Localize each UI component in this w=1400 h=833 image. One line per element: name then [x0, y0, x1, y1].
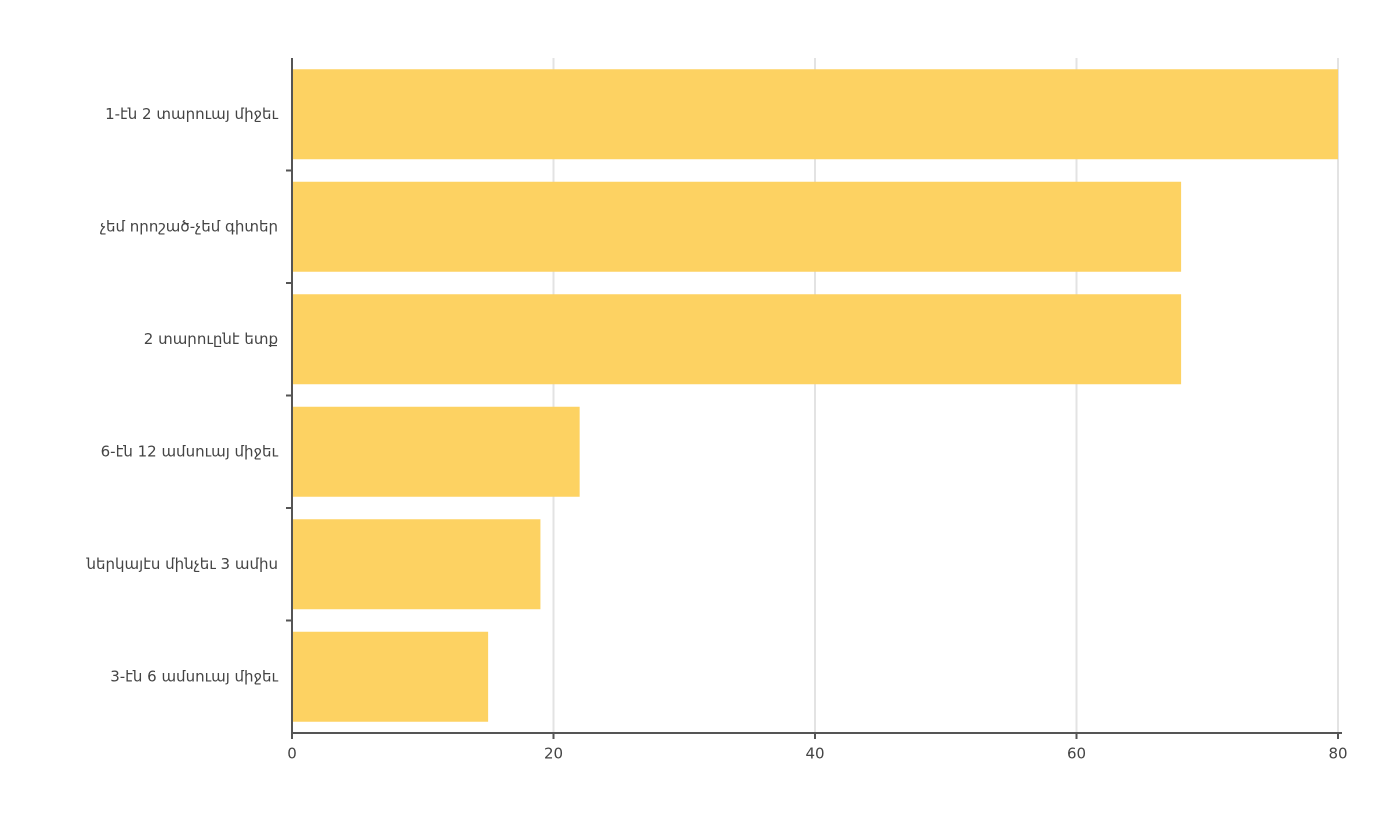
y-tick-label: 6-էն 12 ամսուայ միջեւ	[101, 442, 279, 460]
x-tick-label: 40	[805, 745, 824, 763]
bar	[292, 69, 1338, 160]
x-tick-label: 0	[287, 745, 297, 763]
bar	[292, 519, 541, 610]
bar	[292, 294, 1182, 385]
bar	[292, 406, 580, 497]
y-tick-label: ներկայէս մինչեւ 3 ամիս	[85, 555, 278, 573]
bar	[292, 631, 489, 722]
x-tick-label: 20	[544, 745, 563, 763]
y-tick-label: 1-էն 2 տարուայ միջեւ	[105, 105, 278, 123]
x-tick-label: 80	[1328, 745, 1347, 763]
y-tick-label: 3-էն 6 ամսուայ միջեւ	[110, 667, 278, 685]
bar	[292, 181, 1182, 272]
y-tick-label: 2 տարուընէ ետք	[144, 330, 278, 348]
x-tick-label: 60	[1067, 745, 1086, 763]
y-tick-label: չեմ որոշած-չեմ գիտեր	[100, 217, 278, 235]
